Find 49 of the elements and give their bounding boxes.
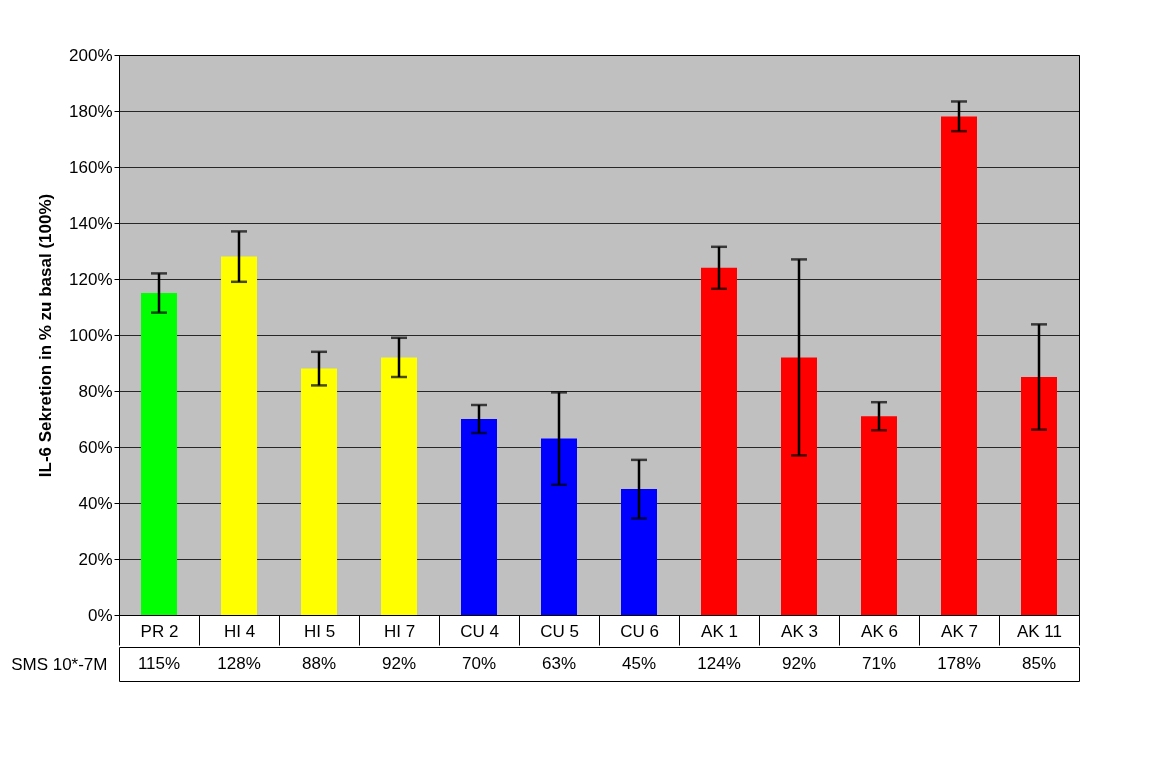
y-tick-label: 180% — [69, 101, 113, 121]
data-label: 92% — [781, 654, 817, 673]
x-tick-label: CU 6 — [620, 621, 659, 641]
x-tick-label: AK 3 — [781, 621, 818, 641]
y-tick-label: 120% — [69, 269, 113, 289]
y-tick-label: 40% — [78, 493, 113, 513]
y-tick-label: 0% — [87, 605, 113, 625]
x-tick-label: PR 2 — [140, 621, 179, 641]
y-tick-label: 20% — [78, 549, 113, 569]
bar — [621, 489, 657, 615]
data-label: 178% — [937, 654, 981, 673]
y-axis-title: IL-6 Sekretion in % zu basal (100%) — [36, 193, 56, 478]
bar — [701, 267, 737, 615]
bar — [1021, 377, 1057, 615]
x-tick-label: AK 6 — [861, 621, 898, 641]
bar — [781, 357, 817, 615]
data-label: 63% — [541, 654, 577, 673]
data-label: 70% — [461, 654, 497, 673]
x-tick-label: AK 11 — [1016, 621, 1063, 641]
x-tick-label: HI 5 — [303, 621, 336, 641]
x-tick-label: AK 1 — [701, 621, 738, 641]
bar — [381, 357, 417, 615]
x-tick-label: HI 7 — [383, 621, 416, 641]
x-tick-label: HI 4 — [223, 621, 256, 641]
y-tick-label: 160% — [69, 157, 113, 177]
bar — [941, 116, 977, 615]
bar — [541, 438, 577, 615]
text: SMS 10*-7M — [11, 654, 108, 674]
bar — [141, 293, 177, 615]
data-label: 92% — [381, 654, 417, 673]
data-label: 88% — [301, 654, 337, 673]
y-tick-label: 100% — [69, 325, 113, 345]
bar — [861, 416, 897, 615]
bar — [461, 419, 497, 615]
x-tick-label: CU 5 — [540, 621, 579, 641]
data-label: 124% — [697, 654, 741, 673]
y-tick-label: 140% — [69, 213, 113, 233]
data-label: 128% — [217, 654, 261, 673]
x-tick-label: AK 7 — [941, 621, 978, 641]
data-label: 45% — [621, 654, 657, 673]
y-tick-label: 80% — [78, 381, 113, 401]
x-tick-label: CU 4 — [460, 621, 499, 641]
y-tick-label: 60% — [78, 437, 113, 457]
data-label: 85% — [1021, 654, 1057, 673]
data-label: 71% — [861, 654, 897, 673]
data-label: 115% — [137, 654, 181, 673]
y-tick-label: 200% — [69, 45, 113, 65]
bar — [221, 256, 257, 615]
bar — [301, 368, 337, 615]
